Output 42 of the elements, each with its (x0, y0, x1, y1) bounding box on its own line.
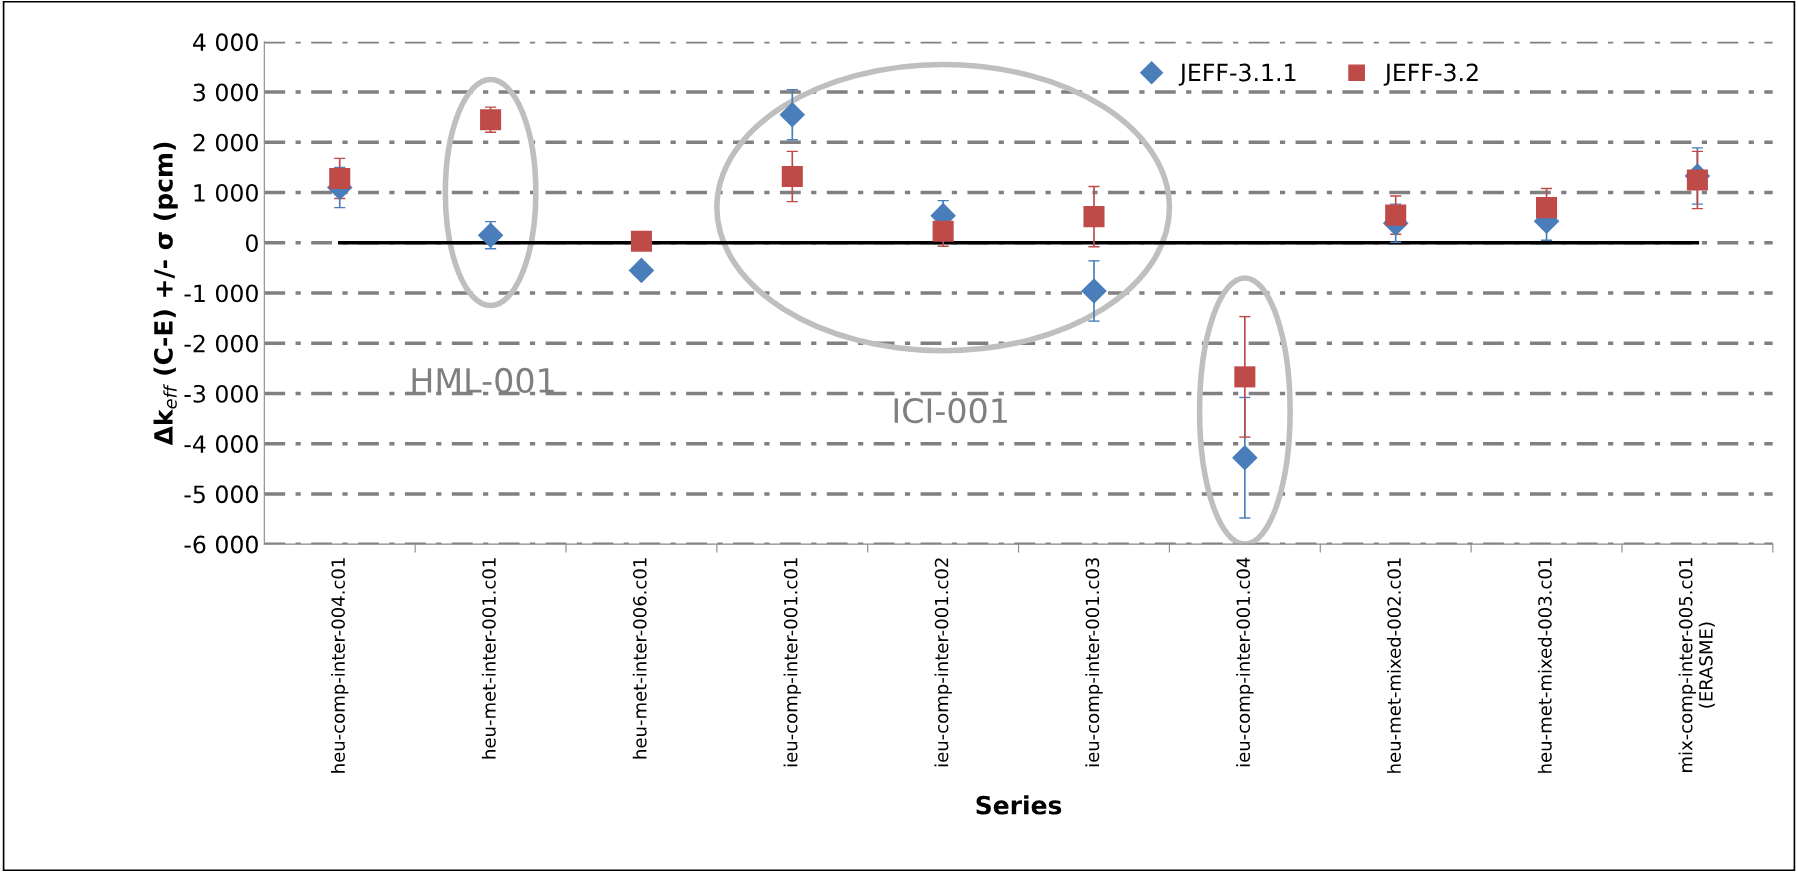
point (781, 165, 803, 187)
point (1686, 169, 1708, 191)
point (779, 101, 806, 128)
point (1234, 366, 1256, 388)
y-tick-label: 1 000 (194, 183, 258, 202)
point (628, 257, 655, 284)
x-tick-label: heu-met-mixed-003.c01 (1537, 558, 1552, 773)
x-tick-label: mix-comp-inter-005.c01 (ERASME) (1678, 558, 1715, 772)
point (329, 167, 351, 190)
point (932, 220, 954, 242)
x-tick-label: ieu-comp-inter-001.c04 (1236, 557, 1254, 767)
point (630, 230, 652, 252)
y-tick-label: 3 000 (193, 83, 258, 102)
annotation: ICI-001 (894, 398, 1007, 424)
y-tick-label: -1 000 (184, 284, 258, 303)
point (1083, 206, 1105, 228)
y-tick-label: -2 000 (184, 334, 258, 353)
point (477, 222, 504, 249)
annotation: HML-001 (412, 367, 554, 394)
x-tick-label: ieu-comp-inter-001.c01 (783, 558, 802, 767)
x-tick-label: heu-met-inter-006.c01 (632, 558, 647, 759)
y-tick-label: -4 000 (184, 435, 258, 453)
x-tick-label: heu-met-inter-001.c01 (481, 558, 496, 759)
point (1385, 204, 1407, 226)
point (1536, 197, 1558, 219)
x-tick-label: ieu-comp-inter-001.c03 (1085, 558, 1103, 767)
y-tick-label: 2 000 (193, 133, 258, 152)
y-tick-label: 0 (245, 234, 258, 253)
y-tick-label: -5 000 (184, 485, 258, 504)
legend-label: JEFF-3.1.1 (1178, 63, 1296, 86)
point (480, 109, 502, 131)
x-axis-title: Series (976, 795, 1062, 815)
y-tick-label: -3 000 (184, 384, 258, 403)
y-tick-label: 4 000 (193, 33, 258, 52)
x-tick-label: heu-comp-inter-004.c01 (330, 558, 349, 773)
point (1081, 278, 1107, 304)
y-tick-label: -6 000 (184, 535, 258, 554)
point (1232, 444, 1258, 471)
legend-label: JEFF-3.2 (1383, 63, 1478, 86)
x-tick-label: ieu-comp-inter-001.c02 (934, 558, 952, 767)
x-tick-label: heu-met-mixed-002.c01 (1386, 558, 1401, 773)
y-axis-title: Δk$_{eff}$ (C-E) +/- σ (pcm) (153, 142, 178, 446)
